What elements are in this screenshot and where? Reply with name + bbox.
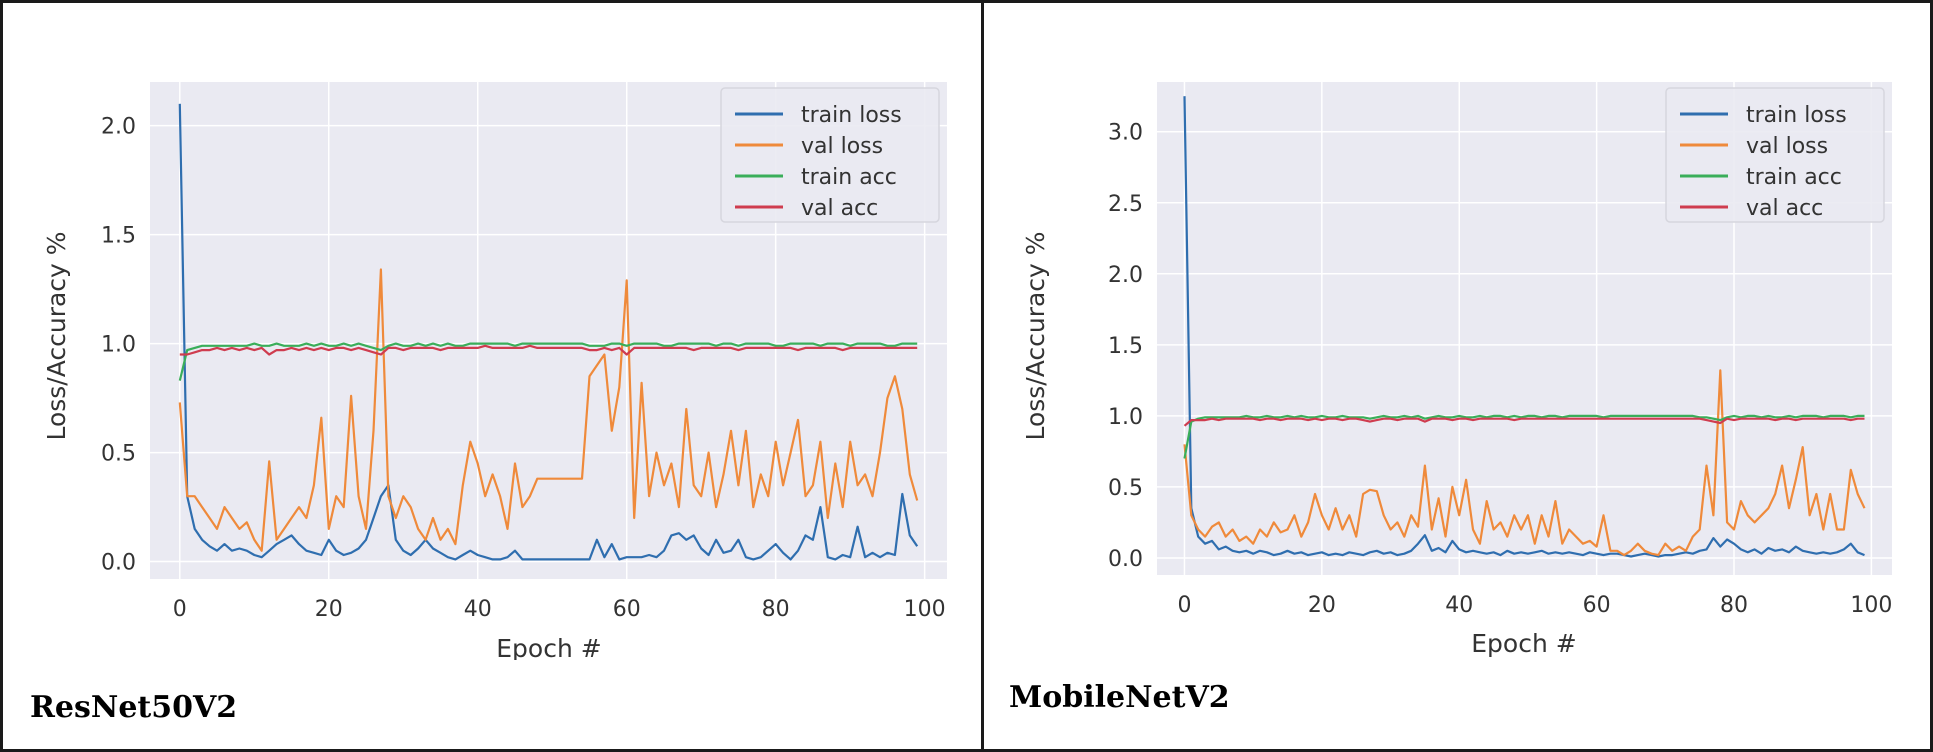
resnet50v2-panel: 0 20 40 60 80 100 0.0 0.5 1.0 1.5 2.0 Epoch # Loss/A… <box>3 0 981 752</box>
x-tick-label: 80 <box>1720 593 1748 618</box>
y-tick-label: 0.0 <box>101 551 136 576</box>
x-tick-label: 40 <box>464 597 492 622</box>
chart-caption: ResNet50V2 <box>30 690 238 725</box>
series-line-val-acc <box>179 344 918 356</box>
resnet50v2-chart: 0 20 40 60 80 100 0.0 0.5 1.0 1.5 2.0 Epoch # Loss/A… <box>42 82 947 663</box>
x-tick-label: 100 <box>904 597 946 622</box>
legend-label: train loss <box>801 103 902 128</box>
x-tick-label: 100 <box>1850 593 1892 618</box>
legend-label: train acc <box>801 165 897 190</box>
legend-box <box>720 87 940 223</box>
x-tick-label: 20 <box>1308 593 1336 618</box>
x-tick-label: 40 <box>1445 593 1473 618</box>
y-tick-label: 0.5 <box>101 442 136 467</box>
x-tick-label: 60 <box>613 597 641 622</box>
legend-label: train loss <box>1746 103 1847 128</box>
x-tick-label: 80 <box>762 597 790 622</box>
series-line-train-acc <box>1183 414 1865 459</box>
series-line-val-loss <box>178 268 919 552</box>
legend-label: train acc <box>1746 165 1842 190</box>
x-tick-label: 0 <box>173 597 187 622</box>
legend-label: val loss <box>1746 134 1828 159</box>
x-tick-label: 60 <box>1583 593 1611 618</box>
x-axis-label: Epoch # <box>496 634 601 660</box>
panel-divider <box>981 0 984 752</box>
series-line-val-loss <box>1183 369 1866 557</box>
y-tick-label: 0.0 <box>1108 547 1143 572</box>
y-tick-label: 1.5 <box>1108 334 1143 359</box>
x-tick-label: 20 <box>315 597 343 622</box>
chart-legend: train loss val loss train acc val acc <box>720 87 940 223</box>
series-line-train-loss <box>1183 96 1865 558</box>
chart-legend: train loss val loss train acc val acc <box>1665 87 1885 223</box>
x-axis-label: Epoch # <box>1471 629 1576 658</box>
y-tick-label: 0.5 <box>1108 476 1143 501</box>
y-axis-label: Loss/Accuracy % <box>42 231 71 440</box>
y-tick-label: 2.5 <box>1108 192 1143 217</box>
series-line-val-acc <box>1183 417 1865 427</box>
mobilenetv2-chart: 0 20 40 60 80 100 0.0 0.5 1.0 1.5 2.0 2.5 3.0 Epoch #… <box>1021 82 1892 658</box>
y-tick-label: 1.0 <box>1108 405 1143 430</box>
y-tick-label: 2.0 <box>1108 263 1143 288</box>
y-tick-label: 2.0 <box>101 115 136 140</box>
chart-caption: MobileNetV2 <box>1009 680 1230 715</box>
y-tick-label: 3.0 <box>1108 121 1143 146</box>
legend-box <box>1665 87 1885 223</box>
series-line-train-loss <box>178 103 919 561</box>
x-tick-label: 0 <box>1177 593 1191 618</box>
y-axis-label: Loss/Accuracy % <box>1021 231 1050 440</box>
mobilenetv2-panel: 0 20 40 60 80 100 0.0 0.5 1.0 1.5 2.0 2.5 3.0 Epoch #… <box>984 0 1930 752</box>
y-tick-label: 1.0 <box>101 333 136 358</box>
y-tick-label: 1.5 <box>101 224 136 249</box>
legend-label: val acc <box>801 196 878 221</box>
legend-label: val acc <box>1746 196 1823 221</box>
series-line-train-acc <box>178 342 918 381</box>
legend-label: val loss <box>801 134 883 159</box>
